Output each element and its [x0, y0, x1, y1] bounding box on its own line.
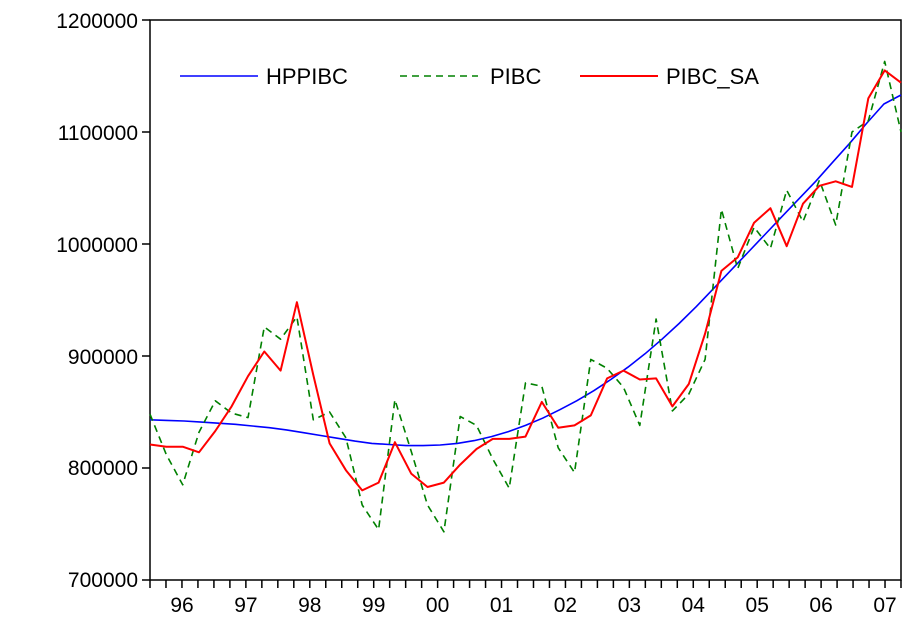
x-tick-label-98: 98 [298, 594, 321, 617]
x-tick-label-06: 06 [809, 594, 832, 617]
series-line-pibc [149, 60, 902, 533]
legend: HPPIBC PIBC PIBC_SA [180, 64, 759, 89]
y-axis-tick-labels: 700000 800000 900000 1000000 1100000 120… [56, 10, 138, 592]
series-line-pibc-sa [149, 69, 902, 492]
y-tick-label-900000: 900000 [68, 346, 138, 369]
x-tick-label-02: 02 [554, 594, 577, 617]
x-tick-label-00: 00 [426, 594, 449, 617]
y-axis-ticks [142, 19, 150, 581]
legend-label-pibc-sa: PIBC_SA [666, 64, 759, 89]
x-tick-label-01: 01 [490, 594, 513, 617]
x-axis-tick-labels: 96 97 98 99 00 01 02 03 04 05 06 07 [170, 594, 896, 617]
series-layer [149, 60, 902, 533]
x-axis-ticks [149, 580, 902, 588]
legend-label-hppibc: HPPIBC [266, 64, 348, 89]
y-tick-label-700000: 700000 [68, 569, 138, 592]
y-tick-label-1000000: 1000000 [56, 234, 138, 257]
y-tick-label-1200000: 1200000 [56, 10, 138, 33]
x-tick-label-04: 04 [682, 594, 706, 617]
x-tick-label-99: 99 [362, 594, 385, 617]
x-tick-label-07: 07 [873, 594, 896, 617]
y-tick-label-1100000: 1100000 [58, 122, 138, 145]
x-tick-label-05: 05 [746, 594, 769, 617]
x-tick-label-96: 96 [170, 594, 193, 617]
y-tick-label-800000: 800000 [68, 457, 138, 480]
legend-label-pibc: PIBC [490, 64, 541, 89]
x-tick-label-97: 97 [234, 594, 257, 617]
x-tick-label-03: 03 [618, 594, 641, 617]
plot-area-border [149, 19, 902, 581]
